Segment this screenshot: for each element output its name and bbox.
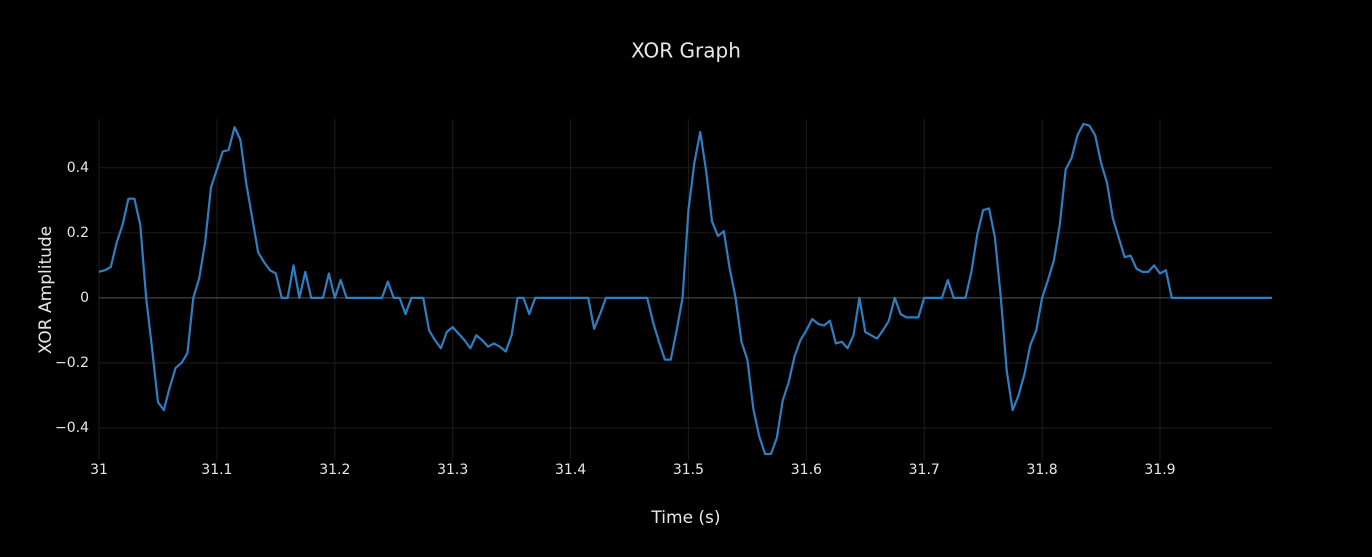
y-tick-label: 0 — [80, 290, 89, 306]
data-line — [98, 122, 1272, 456]
x-tick-label: 31.7 — [909, 462, 940, 478]
y-tick-label: −0.4 — [55, 420, 89, 436]
chart-title: XOR Graph — [631, 39, 741, 63]
x-tick-label: 31.3 — [437, 462, 468, 478]
x-tick-label: 31.4 — [555, 462, 586, 478]
x-tick-label: 31.5 — [673, 462, 704, 478]
y-axis-title: XOR Amplitude — [36, 226, 56, 354]
x-axis-title: Time (s) — [650, 508, 720, 528]
x-tick-label: 31.6 — [791, 462, 822, 478]
y-tick-label: 0.4 — [67, 160, 89, 176]
x-tick-label: 31.1 — [201, 462, 232, 478]
x-tick-label: 31 — [90, 462, 108, 478]
x-tick-label: 31.2 — [319, 462, 350, 478]
y-tick-label: 0.2 — [67, 225, 89, 241]
y-tick-label: −0.2 — [55, 355, 89, 371]
x-tick-label: 31.9 — [1144, 462, 1175, 478]
x-tick-label: 31.8 — [1027, 462, 1058, 478]
